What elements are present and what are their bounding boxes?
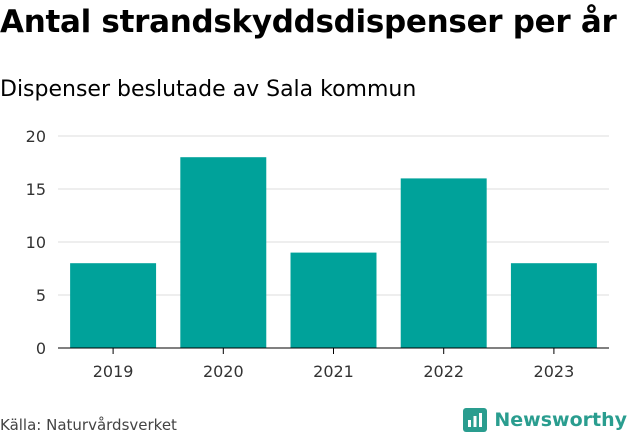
brand-name: Newsworthy: [494, 409, 627, 431]
x-tick-label: 2022: [423, 362, 464, 381]
bar: [290, 252, 377, 348]
x-tick-label: 2020: [203, 362, 244, 381]
bar: [400, 178, 487, 348]
bar: [180, 157, 267, 348]
bar-chart: 0 5 10 15 20 2019 2020 2021 2022 2023: [26, 127, 609, 381]
y-tick-label: 20: [26, 127, 46, 146]
x-tick-label: 2021: [313, 362, 354, 381]
bar: [70, 263, 157, 348]
bar: [510, 263, 597, 348]
x-tick-label: 2023: [534, 362, 575, 381]
y-tick-label: 15: [26, 180, 46, 199]
y-tick-label: 0: [36, 339, 46, 358]
newsworthy-logo-icon: [463, 408, 488, 432]
source-note: Källa: Naturvårdsverket: [0, 416, 177, 434]
x-tick-label: 2019: [93, 362, 134, 381]
brand: Newsworthy: [462, 407, 627, 433]
chart-title: Antal strandskyddsdispenser per år: [0, 4, 617, 40]
chart-subtitle: Dispenser beslutade av Sala kommun: [0, 77, 417, 102]
y-tick-label: 5: [36, 286, 46, 305]
y-tick-label: 10: [26, 233, 46, 252]
